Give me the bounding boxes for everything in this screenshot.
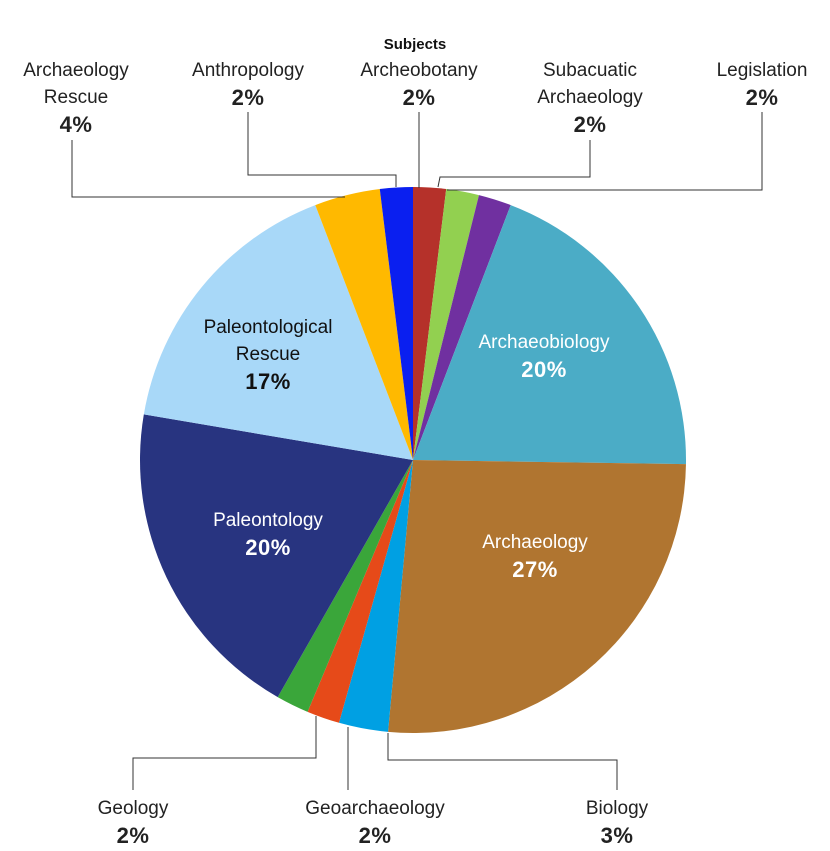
slice-percent: 3%: [600, 823, 634, 848]
pie-slice: [413, 187, 447, 460]
slice-percent: 2%: [231, 85, 265, 110]
pie-slice: [413, 189, 479, 460]
slice-percent: 2%: [358, 823, 392, 848]
leader-line: [387, 733, 618, 790]
pie-slice: [338, 460, 413, 732]
slice-name: Anthropology: [192, 60, 304, 81]
slice-percent: 2%: [116, 823, 150, 848]
slice-label: Paleontology 20%: [178, 507, 358, 561]
slice-name: Paleontology: [213, 510, 323, 531]
slice-percent: 20%: [245, 535, 291, 560]
pie-slice: [307, 460, 413, 723]
slice-name: Archaeobiology: [478, 332, 610, 353]
leader-line: [447, 112, 763, 191]
slice-percent: 2%: [573, 112, 607, 137]
slice-name: Geology: [97, 798, 169, 819]
leader-line: [71, 140, 345, 198]
pie-slice: [413, 205, 686, 465]
pie-slice: [413, 195, 511, 460]
leader-line: [437, 140, 591, 188]
leader-line: [247, 112, 397, 187]
slice-name: Biology: [585, 798, 649, 819]
pie-slice: [277, 460, 413, 712]
slice-percent: 20%: [521, 357, 567, 382]
slice-percent: 2%: [745, 85, 779, 110]
pie-slice: [388, 460, 686, 734]
slice-percent: 17%: [245, 369, 291, 394]
slice-label: Archeobotany 2%: [344, 57, 494, 111]
slice-label: Anthropology 2%: [173, 57, 323, 111]
slice-name: Subacuatic Archaeology: [537, 60, 643, 108]
slice-label: Legislation 2%: [687, 57, 830, 111]
slice-name: Legislation: [716, 60, 808, 81]
slice-percent: 4%: [59, 112, 93, 137]
slice-name: Archeobotany: [360, 60, 478, 81]
slice-label: Subacuatic Archaeology 2%: [520, 57, 660, 138]
slice-percent: 27%: [512, 557, 558, 582]
slice-label: Archaeobiology 20%: [454, 329, 634, 383]
pie-slice: [379, 187, 413, 460]
slice-name: Archaeology: [482, 532, 588, 553]
slice-name: Archaeology Rescue: [23, 60, 129, 108]
slice-percent: 2%: [402, 85, 436, 110]
chart-title: Subjects: [383, 36, 447, 53]
slice-label: Geoarchaeology 2%: [290, 795, 460, 849]
leader-line: [132, 716, 317, 790]
slice-name: Paleontological Rescue: [203, 317, 333, 365]
pie-slice: [143, 205, 414, 460]
slice-label: Biology 3%: [542, 795, 692, 849]
slice-label: Paleontological Rescue 17%: [188, 314, 348, 395]
pie-slice: [315, 189, 413, 460]
slice-name: Geoarchaeology: [305, 798, 445, 819]
slice-label: Archaeology 27%: [445, 529, 625, 583]
slice-label: Geology 2%: [58, 795, 208, 849]
pie-slice: [140, 414, 413, 698]
slice-label: Archaeology Rescue 4%: [6, 57, 146, 138]
